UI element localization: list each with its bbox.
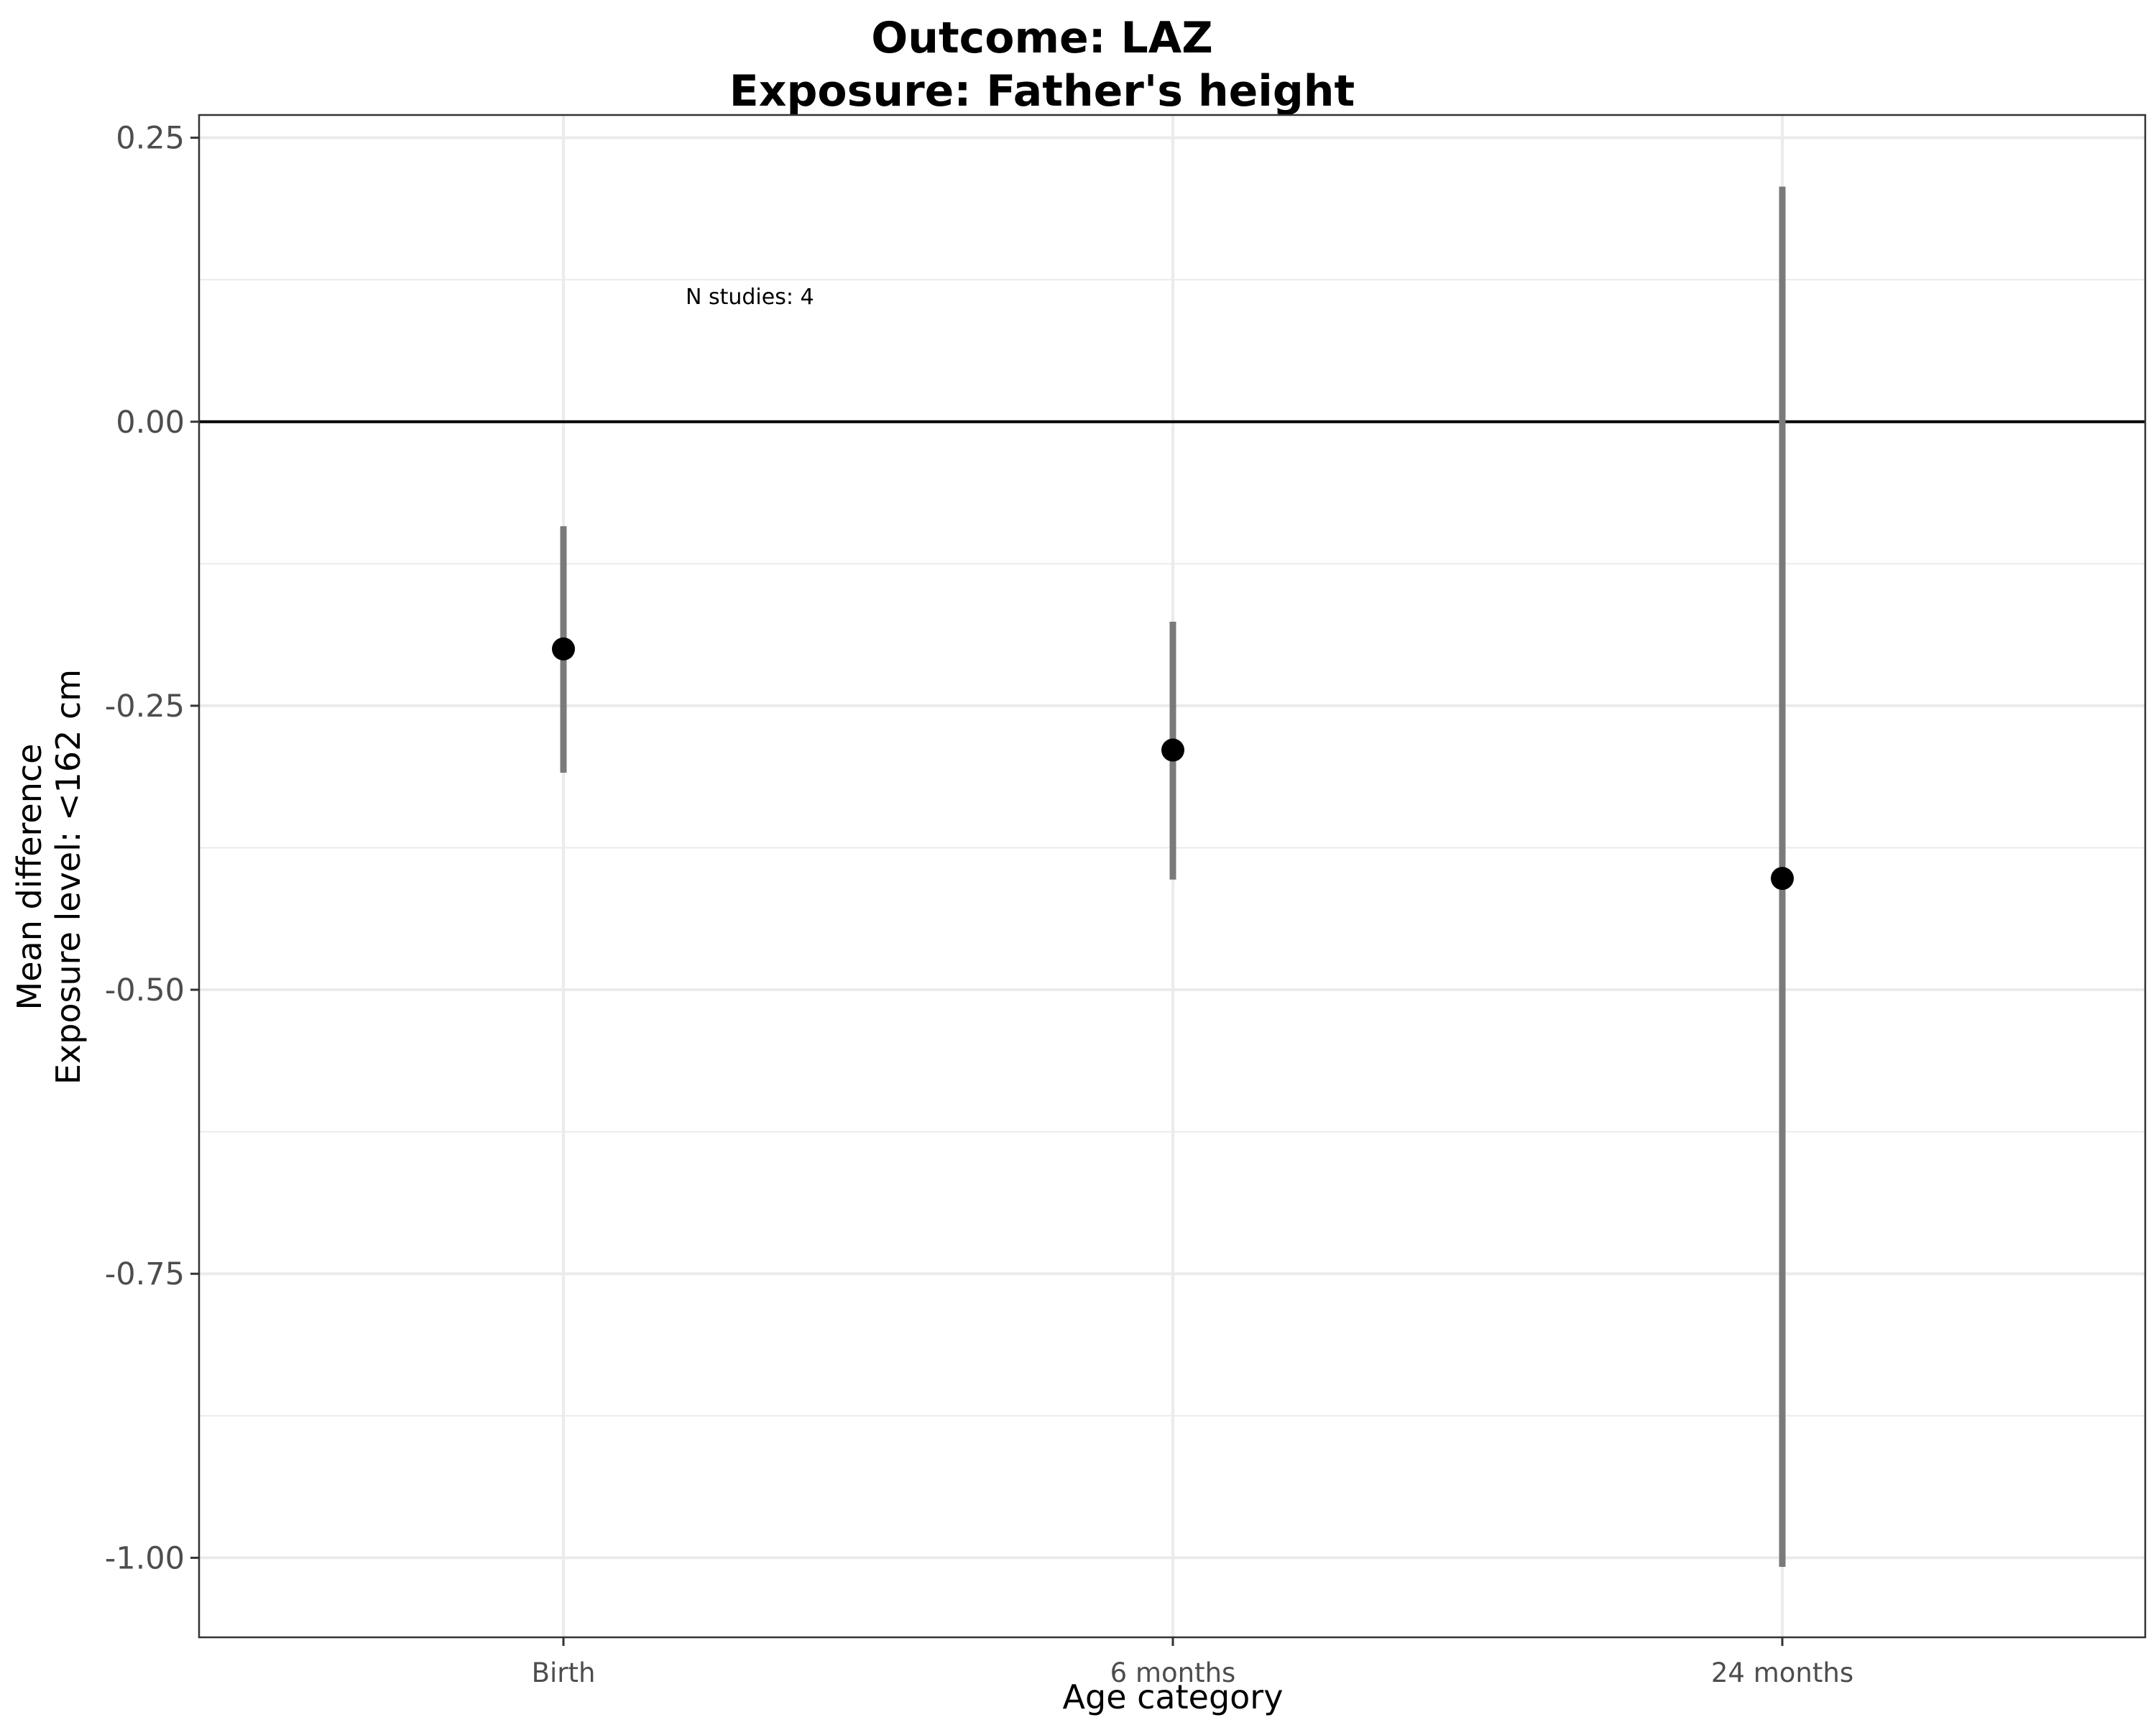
x-tick-label: Birth — [532, 1657, 596, 1688]
y-axis-ticks: 0.25 0.00 -0.25 -0.50 -0.75 -1.00 — [105, 121, 199, 1576]
estimate-point — [552, 637, 575, 661]
y-axis-title-line1: Mean difference — [10, 744, 49, 1011]
y-tick-label: -0.50 — [105, 972, 185, 1008]
y-tick-label: -0.75 — [105, 1256, 185, 1292]
x-tick-label: 24 months — [1711, 1657, 1853, 1688]
chart-title-line1: Outcome: LAZ — [871, 13, 1212, 63]
estimate-points — [552, 637, 1794, 891]
chart-title-line2: Exposure: Father's height — [729, 66, 1355, 116]
y-tick-label: 0.00 — [116, 405, 185, 441]
y-axis-title-line2: Exposure level: <162 cm — [49, 669, 88, 1085]
y-tick-label: 0.25 — [116, 121, 185, 157]
estimate-point — [1161, 738, 1184, 762]
n-studies-annotation: N studies: 4 — [686, 285, 814, 310]
y-tick-label: -0.25 — [105, 689, 185, 724]
estimate-point — [1771, 867, 1794, 891]
x-axis-ticks: Birth 6 months 24 months — [532, 1637, 1853, 1688]
x-tick-label: 6 months — [1110, 1657, 1236, 1688]
x-axis-title: Age category — [1063, 1678, 1284, 1716]
y-tick-label: -1.00 — [105, 1540, 185, 1576]
